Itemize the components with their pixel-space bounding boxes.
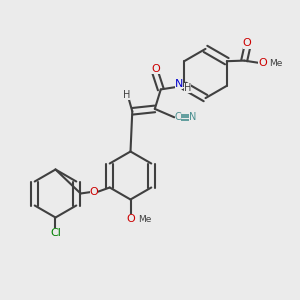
Text: O: O [126, 214, 135, 224]
Text: Cl: Cl [50, 228, 61, 239]
Text: N: N [189, 112, 196, 122]
Text: O: O [90, 187, 98, 197]
Text: Me: Me [138, 215, 152, 224]
Text: O: O [258, 58, 267, 68]
Text: H: H [123, 90, 130, 100]
Text: O: O [151, 64, 160, 74]
Text: Me: Me [269, 58, 282, 68]
Text: H: H [184, 83, 191, 93]
Text: C: C [175, 112, 181, 122]
Text: O: O [243, 38, 252, 49]
Text: N: N [175, 79, 183, 89]
